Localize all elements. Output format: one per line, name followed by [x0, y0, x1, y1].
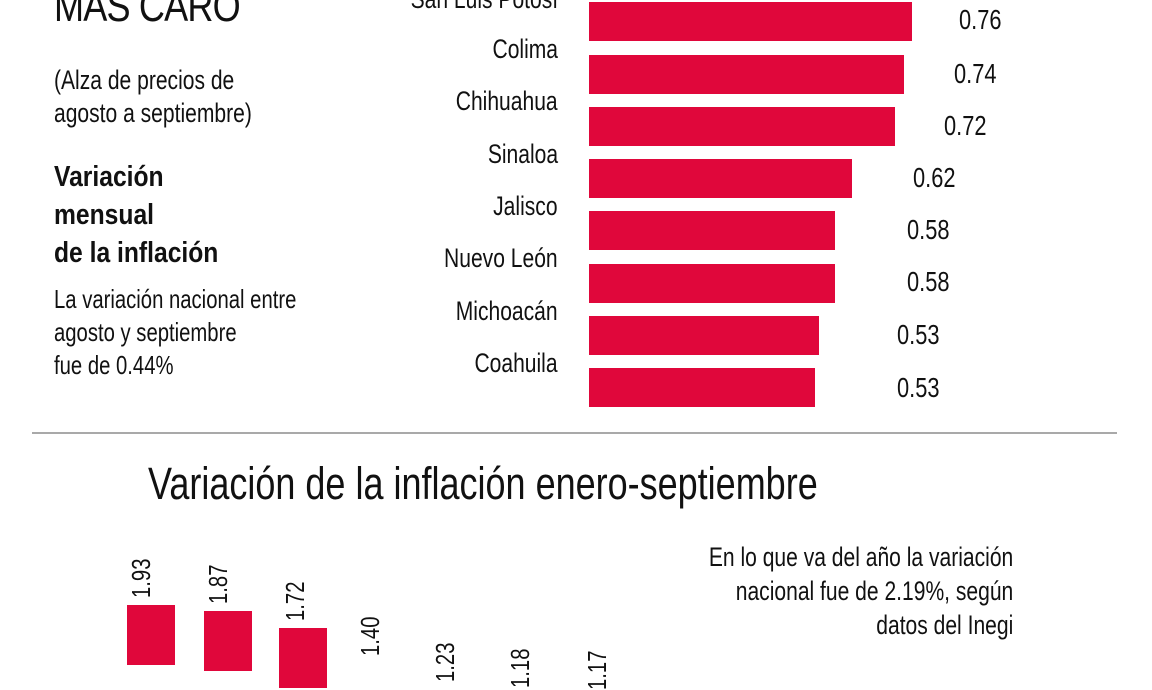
- bar-label: Chihuahua: [456, 86, 558, 116]
- bar-value: 1.93: [126, 558, 156, 598]
- bar-value: 0.76: [959, 4, 1002, 35]
- bar-value: 0.74: [954, 58, 997, 89]
- section-divider: [32, 432, 1117, 434]
- subtitle: (Alza de precios de agosto a septiembre): [54, 64, 252, 130]
- bar: [589, 211, 835, 250]
- main-title: MÁS CARO: [54, 0, 241, 31]
- bar: [589, 316, 819, 355]
- bar-value: 0.62: [913, 162, 956, 193]
- bar-value: 1.23: [430, 642, 460, 682]
- bar-label: Jalisco: [493, 191, 558, 221]
- title-line: mensual: [54, 199, 155, 231]
- description-line: agosto y septiembre: [54, 317, 237, 347]
- subtitle-line: (Alza de precios de: [54, 65, 235, 95]
- bar-label: Coahuila: [474, 348, 558, 378]
- bar: [589, 2, 912, 41]
- bar-value: 0.58: [907, 214, 950, 245]
- bar: [589, 159, 852, 198]
- bar-label: Michoacán: [456, 296, 558, 326]
- bar: [589, 264, 835, 303]
- bar-value: 1.17: [582, 650, 612, 690]
- ytd-section-title: Variación de la inflación enero-septiemb…: [148, 458, 818, 509]
- bar-value: 1.40: [355, 616, 385, 656]
- bar-value: 0.53: [897, 319, 940, 350]
- bar-label: Colima: [492, 34, 558, 64]
- bar-label: Nuevo León: [444, 243, 558, 273]
- bar-value: 0.53: [897, 372, 940, 403]
- bar-label: Sinaloa: [487, 139, 558, 169]
- monthly-section-title: Variación mensual de la inflación: [54, 158, 218, 272]
- subtitle-line: agosto a septiembre): [54, 98, 252, 128]
- bar: [279, 628, 327, 688]
- note-line: datos del Inegi: [876, 610, 1013, 640]
- ytd-note: En lo que va del año la variación nacion…: [709, 540, 1013, 642]
- bar: [127, 605, 175, 665]
- description-line: fue de 0.44%: [54, 350, 174, 380]
- bar: [589, 368, 815, 407]
- bar-value: 0.58: [907, 266, 950, 297]
- bar: [589, 107, 895, 146]
- bar-value: 1.72: [280, 581, 310, 621]
- title-line: de la inflación: [54, 237, 219, 269]
- bar-value: 1.87: [203, 564, 233, 604]
- note-line: nacional fue de 2.19%, según: [735, 576, 1013, 606]
- note-line: En lo que va del año la variación: [708, 542, 1013, 572]
- bar-value: 1.18: [505, 648, 535, 688]
- description-line: La variación nacional entre: [54, 284, 297, 314]
- bar-value: 0.72: [944, 110, 987, 141]
- bar: [589, 55, 904, 94]
- bar-label: San Luis Potosí: [410, 0, 558, 15]
- title-line: Variación: [54, 161, 164, 193]
- monthly-section-description: La variación nacional entre agosto y sep…: [54, 283, 296, 382]
- bar: [204, 611, 252, 671]
